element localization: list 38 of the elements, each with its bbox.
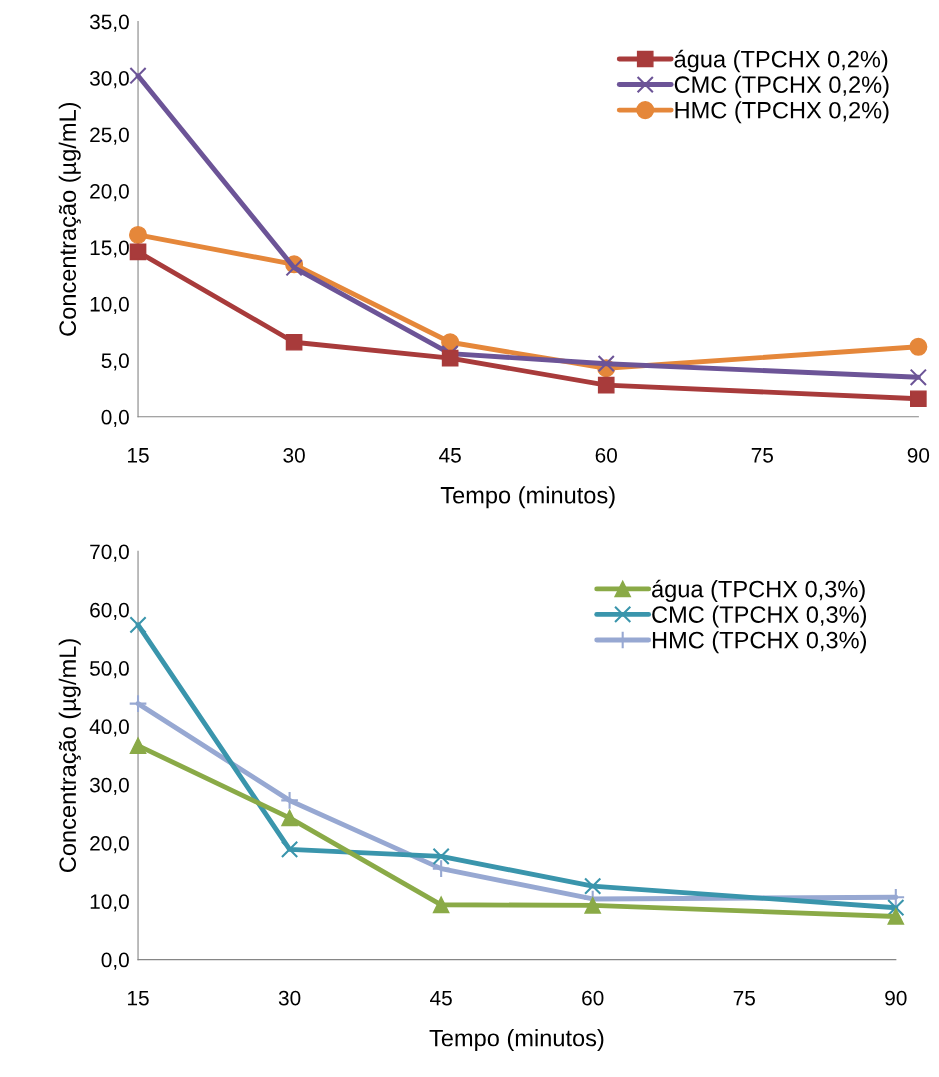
legend-label: água (TPCHX 0,3%) [652,579,865,603]
y-tick-label: 15,0 [90,240,129,258]
y-tick-label: 0,0 [101,409,129,428]
x-tick-label: 45 [439,448,461,463]
x-tick-label: 60 [595,447,617,463]
y-tick-label: 35,0 [89,14,129,32]
x-tick-label: 75 [733,990,755,1006]
y-tick-label: 50,0 [89,661,129,679]
x-tick-label: 15 [128,448,149,463]
x-axis-title: Tempo (minutos) [429,1029,604,1052]
y-tick-label: 70,0 [90,544,129,562]
x-tick-label: 90 [907,447,930,463]
legend-label: HMC (TPCHX 0,3%) [652,631,867,654]
y-tick-label: 5,0 [101,353,129,371]
x-axis-title: Tempo (minutos) [440,486,615,509]
x-tick-label: 90 [885,990,907,1006]
y-tick-label: 10,0 [90,296,129,315]
x-tick-label: 30 [283,447,305,463]
y-tick-label: 10,0 [90,894,129,912]
y-tick-label: 20,0 [90,835,129,854]
x-tick-label: 30 [278,990,301,1006]
legend-label: CMC (TPCHX 0,3%) [652,605,867,628]
y-axis-title: Concentração (µg/mL) [58,102,81,336]
x-tick-label: 75 [751,448,773,463]
legend-label: CMC (TPCHX 0,2%) [674,75,889,98]
x-tick-label: 15 [128,990,149,1006]
legend-label: água (TPCHX 0,2%) [674,49,888,73]
y-tick-label: 0,0 [101,952,129,970]
legend-label: HMC (TPCHX 0,2%) [675,101,889,124]
y-tick-label: 30,0 [89,71,129,89]
x-tick-label: 60 [582,990,604,1006]
y-tick-label: 25,0 [90,127,129,145]
y-tick-label: 30,0 [89,777,129,795]
y-tick-label: 60,0 [90,602,129,620]
x-tick-label: 45 [430,990,452,1006]
y-tick-label: 40,0 [89,719,129,737]
y-axis-title: Concentração (µg/mL) [58,639,81,872]
y-tick-label: 20,0 [90,183,129,202]
